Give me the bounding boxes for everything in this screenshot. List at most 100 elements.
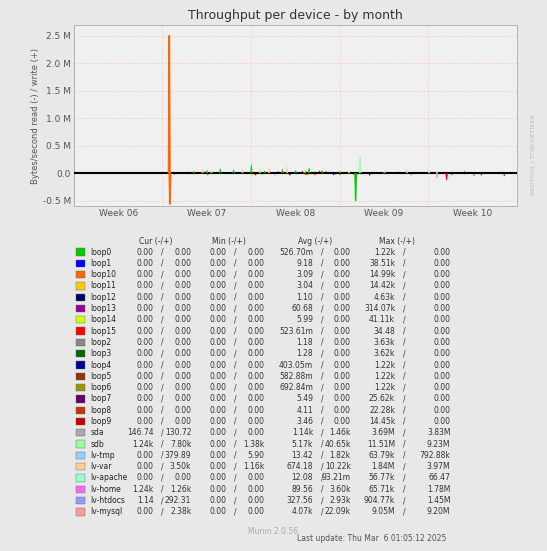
Text: 0.00: 0.00 (137, 259, 154, 268)
Text: /: / (161, 496, 164, 505)
Text: /: / (234, 247, 237, 257)
Text: 9.18: 9.18 (296, 259, 313, 268)
Text: /: / (403, 304, 405, 313)
FancyBboxPatch shape (76, 508, 85, 516)
Text: 22.28k: 22.28k (369, 406, 395, 415)
Text: 2.93k: 2.93k (329, 496, 351, 505)
Text: /: / (321, 338, 323, 347)
Text: Last update: Thu Mar  6 01:05:12 2025: Last update: Thu Mar 6 01:05:12 2025 (297, 534, 447, 543)
Text: 0.00: 0.00 (174, 473, 191, 483)
Text: 1.22k: 1.22k (374, 383, 395, 392)
Text: 0.00: 0.00 (247, 338, 264, 347)
Text: 0.00: 0.00 (334, 304, 351, 313)
Text: lv-var: lv-var (91, 462, 112, 471)
Text: 1.45M: 1.45M (427, 496, 450, 505)
Text: /: / (321, 372, 323, 381)
Text: 292.31: 292.31 (165, 496, 191, 505)
Text: /: / (234, 395, 237, 403)
Text: 0.00: 0.00 (247, 282, 264, 290)
Text: 0.00: 0.00 (210, 360, 226, 370)
Text: 0.00: 0.00 (210, 315, 226, 325)
Text: /: / (321, 496, 323, 505)
Text: 0.00: 0.00 (334, 372, 351, 381)
Text: /: / (321, 360, 323, 370)
Text: 0.00: 0.00 (247, 327, 264, 336)
Text: /: / (321, 451, 323, 460)
Text: 582.88m: 582.88m (280, 372, 313, 381)
Text: 7.80k: 7.80k (170, 440, 191, 449)
Text: /: / (403, 451, 405, 460)
Text: /: / (403, 327, 405, 336)
Text: 0.00: 0.00 (174, 293, 191, 302)
Text: /: / (161, 440, 164, 449)
Y-axis label: Bytes/second read (-) / write (+): Bytes/second read (-) / write (+) (31, 47, 40, 183)
Text: /: / (161, 428, 164, 437)
Text: 0.00: 0.00 (174, 360, 191, 370)
Text: 1.82k: 1.82k (330, 451, 351, 460)
Text: 0.00: 0.00 (210, 338, 226, 347)
Text: 327.56: 327.56 (287, 496, 313, 505)
Text: /: / (403, 485, 405, 494)
Text: /: / (234, 383, 237, 392)
Text: 146.74: 146.74 (127, 428, 154, 437)
Text: 1.22k: 1.22k (374, 247, 395, 257)
Text: /: / (403, 417, 405, 426)
Text: 0.00: 0.00 (247, 417, 264, 426)
Text: 3.63k: 3.63k (374, 338, 395, 347)
Text: /: / (234, 338, 237, 347)
Text: 1.38k: 1.38k (243, 440, 264, 449)
Text: 0.00: 0.00 (334, 259, 351, 268)
Text: /: / (403, 440, 405, 449)
Text: 0.00: 0.00 (334, 360, 351, 370)
Text: /: / (234, 406, 237, 415)
Text: 0.00: 0.00 (210, 327, 226, 336)
Text: 3.69M: 3.69M (371, 428, 395, 437)
Text: loop5: loop5 (91, 372, 112, 381)
Text: 41.11k: 41.11k (369, 315, 395, 325)
Text: /: / (234, 349, 237, 358)
Text: /: / (321, 349, 323, 358)
Text: 9.20M: 9.20M (427, 507, 450, 516)
Text: /: / (403, 315, 405, 325)
Text: loop7: loop7 (91, 395, 112, 403)
FancyBboxPatch shape (76, 271, 85, 278)
Text: 0.00: 0.00 (137, 282, 154, 290)
Text: 60.68: 60.68 (292, 304, 313, 313)
Text: 0.00: 0.00 (210, 485, 226, 494)
Text: 0.00: 0.00 (137, 417, 154, 426)
Text: 0.00: 0.00 (247, 406, 264, 415)
Text: /: / (234, 304, 237, 313)
Text: 3.46: 3.46 (296, 417, 313, 426)
FancyBboxPatch shape (76, 485, 85, 493)
Text: /: / (234, 473, 237, 483)
Text: 63.79k: 63.79k (369, 451, 395, 460)
Text: 0.00: 0.00 (174, 282, 191, 290)
Text: 5.17k: 5.17k (292, 440, 313, 449)
Text: 1.14k: 1.14k (292, 428, 313, 437)
Text: loop11: loop11 (91, 282, 117, 290)
Text: 0.00: 0.00 (247, 259, 264, 268)
Text: 0.00: 0.00 (433, 282, 450, 290)
Text: 1.28: 1.28 (296, 349, 313, 358)
Text: 0.00: 0.00 (210, 496, 226, 505)
Text: /: / (234, 270, 237, 279)
Text: /: / (321, 440, 323, 449)
Text: lv-htdocs: lv-htdocs (91, 496, 126, 505)
Text: 1.26k: 1.26k (170, 485, 191, 494)
Text: /: / (403, 349, 405, 358)
FancyBboxPatch shape (76, 316, 85, 323)
Text: 1.22k: 1.22k (374, 372, 395, 381)
FancyBboxPatch shape (76, 327, 85, 335)
Text: /: / (161, 462, 164, 471)
FancyBboxPatch shape (76, 384, 85, 391)
Text: loop14: loop14 (91, 315, 117, 325)
Text: Avg (-/+): Avg (-/+) (298, 237, 333, 246)
Text: 93.21m: 93.21m (322, 473, 351, 483)
FancyBboxPatch shape (76, 407, 85, 414)
Text: /: / (161, 293, 164, 302)
Text: 1.18: 1.18 (296, 338, 313, 347)
Text: 526.70m: 526.70m (279, 247, 313, 257)
Text: /: / (403, 428, 405, 437)
Text: 0.00: 0.00 (334, 383, 351, 392)
FancyBboxPatch shape (76, 463, 85, 471)
